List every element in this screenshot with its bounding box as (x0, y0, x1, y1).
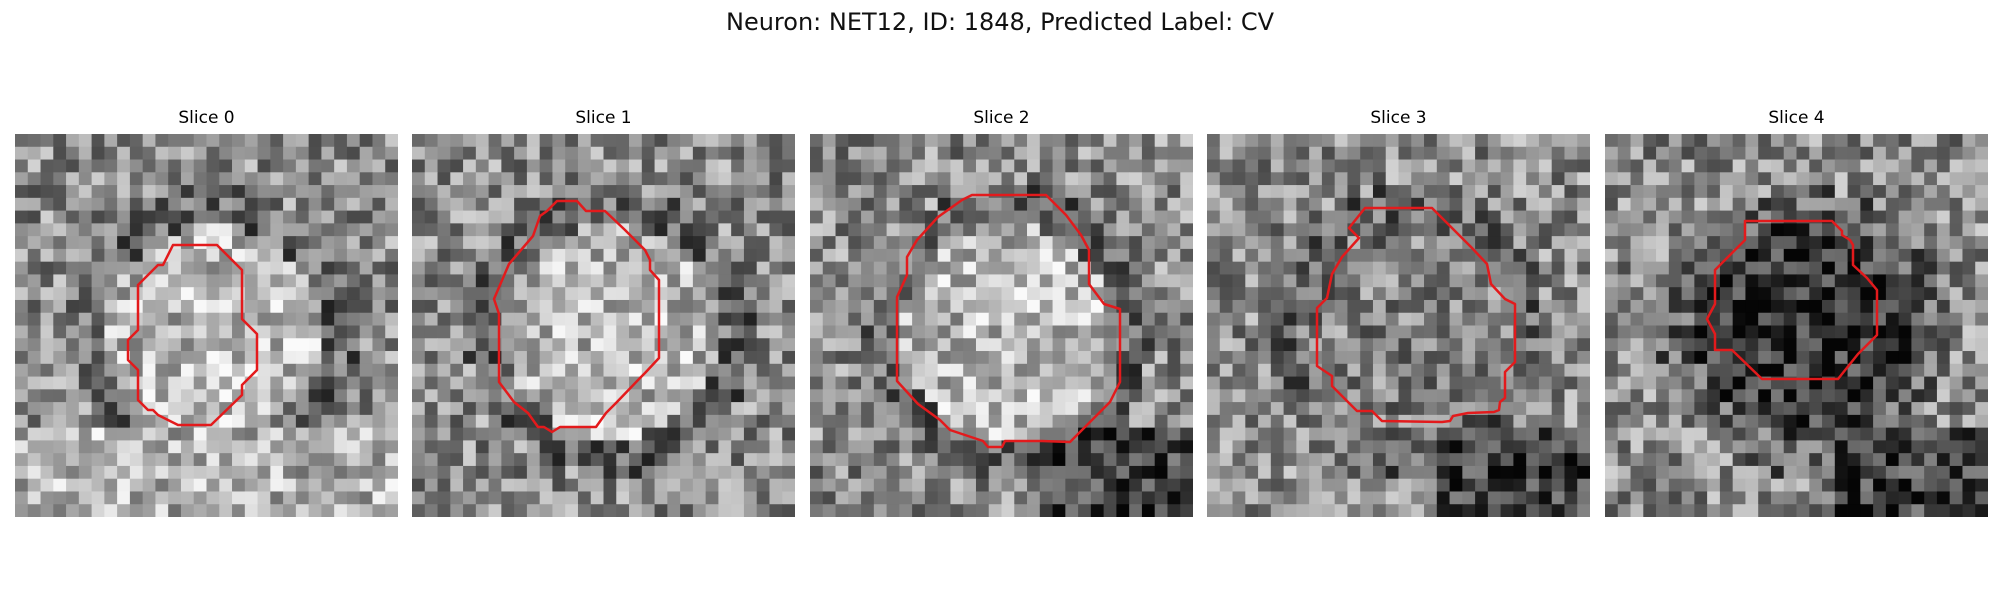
grayscale-pixels-2 (810, 134, 1193, 517)
segmentation-outline-4 (1705, 219, 1879, 381)
slice-image-0 (15, 134, 398, 517)
segmentation-outline-3 (1315, 206, 1517, 424)
slice-title-4: Slice 4 (1768, 108, 1825, 128)
slice-image-1 (412, 134, 795, 517)
grayscale-pixels-1 (412, 134, 795, 517)
segmentation-outline-0 (126, 243, 259, 427)
grayscale-pixels-4 (1605, 134, 1988, 517)
slice-title-3: Slice 3 (1370, 108, 1427, 128)
slice-image-2 (810, 134, 1193, 517)
slice-image-4 (1605, 134, 1988, 517)
segmentation-outline-2 (895, 193, 1122, 449)
grayscale-pixels-3 (1207, 134, 1590, 517)
figure-title: Neuron: NET12, ID: 1848, Predicted Label… (726, 8, 1274, 36)
slice-title-0: Slice 0 (178, 108, 235, 128)
slice-title-2: Slice 2 (973, 108, 1030, 128)
segmentation-outline-1 (492, 199, 661, 434)
grayscale-pixels-0 (15, 134, 398, 517)
slice-title-1: Slice 1 (575, 108, 632, 128)
slice-image-3 (1207, 134, 1590, 517)
